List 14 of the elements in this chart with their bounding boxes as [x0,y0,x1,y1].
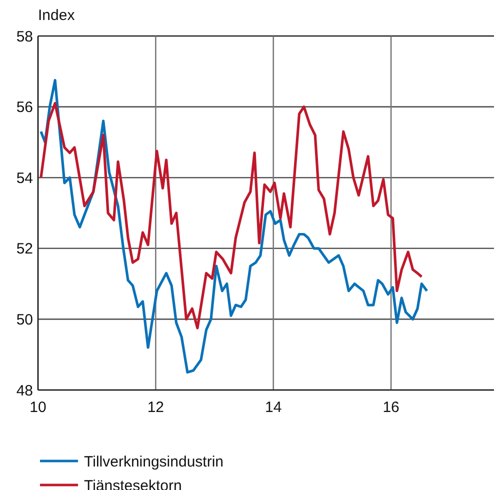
x-tick-label: 10 [30,399,46,416]
x-tick-label: 12 [147,399,164,416]
y-tick-label: 50 [16,311,33,328]
x-tick-label: 14 [265,399,282,416]
line-series [40,78,428,374]
y-tick-label: 56 [16,99,33,116]
y-tick-label: 54 [16,170,33,187]
line-series [40,102,423,330]
y-tick-label: 48 [16,382,33,400]
y-axis-title: Index [38,7,76,24]
x-tick-label: 16 [382,399,400,416]
legend-label: Tillverkningsindustrin [84,453,224,470]
y-tick-label: 52 [16,240,33,258]
y-tick-label: 58 [16,28,33,46]
